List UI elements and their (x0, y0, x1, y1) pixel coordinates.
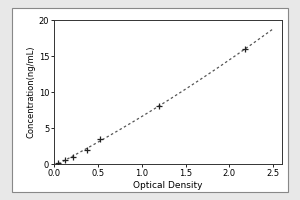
X-axis label: Optical Density: Optical Density (133, 181, 203, 190)
Y-axis label: Concentration(ng/mL): Concentration(ng/mL) (27, 46, 36, 138)
